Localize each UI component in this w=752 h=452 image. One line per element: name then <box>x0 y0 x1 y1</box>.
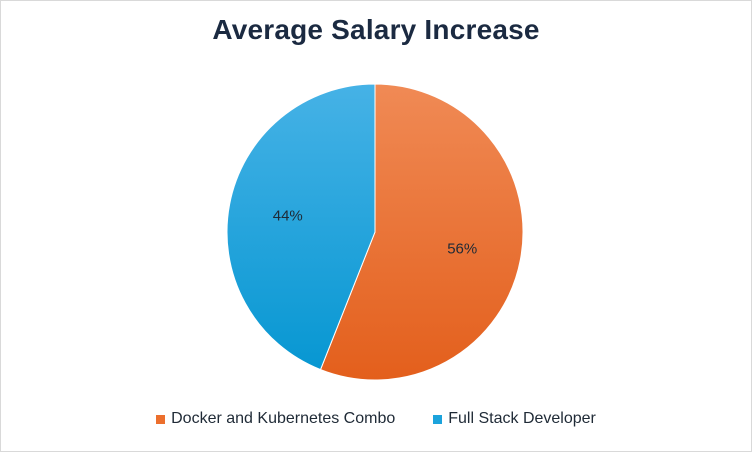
chart-title: Average Salary Increase <box>212 14 540 45</box>
legend-swatch-docker-kubernetes <box>156 414 166 424</box>
pie-slice-full-stack <box>226 83 376 371</box>
data-label-full-stack: 44% <box>273 207 303 224</box>
pie-slice-docker-kubernetes <box>319 83 524 381</box>
legend-label-full-stack: Full Stack Developer <box>448 410 596 427</box>
data-label-docker-kubernetes: 56% <box>447 241 477 258</box>
legend-item-docker-kubernetes: Docker and Kubernetes Combo <box>156 410 395 428</box>
legend-swatch-full-stack <box>433 414 443 424</box>
legend-item-full-stack: Full Stack Developer <box>433 410 596 428</box>
legend-label-docker-kubernetes: Docker and Kubernetes Combo <box>171 410 396 427</box>
legend: Docker and Kubernetes Combo Full Stack D… <box>0 410 752 428</box>
